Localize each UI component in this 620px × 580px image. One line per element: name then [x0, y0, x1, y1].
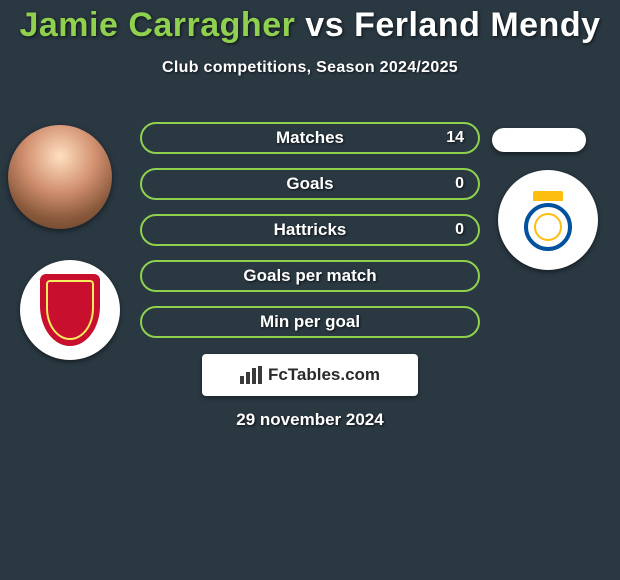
player2-club-badge	[498, 170, 598, 270]
bar-chart-icon	[240, 366, 262, 384]
stat-row: Goals per match	[140, 260, 480, 292]
stat-right-value: 0	[455, 175, 464, 193]
source-text: FcTables.com	[268, 365, 380, 385]
source-logo: FcTables.com	[202, 354, 418, 396]
subtitle: Club competitions, Season 2024/2025	[0, 59, 620, 77]
comparison-card: Jamie Carragher vs Ferland Mendy Club co…	[0, 0, 620, 580]
player2-name: Ferland Mendy	[354, 6, 600, 44]
date-text: 29 november 2024	[0, 410, 620, 430]
stat-row: Goals 0	[140, 168, 480, 200]
stat-label: Goals	[286, 174, 333, 194]
stats-list: Matches 14 Goals 0 Hattricks 0 Goals per…	[140, 122, 480, 352]
real-madrid-crest-icon	[518, 191, 578, 249]
stat-row: Matches 14	[140, 122, 480, 154]
stat-row: Min per goal	[140, 306, 480, 338]
stat-label: Min per goal	[260, 312, 360, 332]
liverpool-crest-icon	[40, 274, 100, 346]
stat-label: Hattricks	[274, 220, 347, 240]
stat-row: Hattricks 0	[140, 214, 480, 246]
vs-text: vs	[305, 6, 344, 44]
player1-name: Jamie Carragher	[19, 6, 295, 44]
stat-right-value: 0	[455, 221, 464, 239]
stat-label: Goals per match	[243, 266, 376, 286]
title: Jamie Carragher vs Ferland Mendy	[0, 0, 620, 45]
stat-right-value: 14	[446, 129, 464, 147]
player1-club-badge	[20, 260, 120, 360]
player2-nationality-flag	[492, 128, 586, 152]
player1-photo	[8, 125, 112, 229]
stat-label: Matches	[276, 128, 344, 148]
